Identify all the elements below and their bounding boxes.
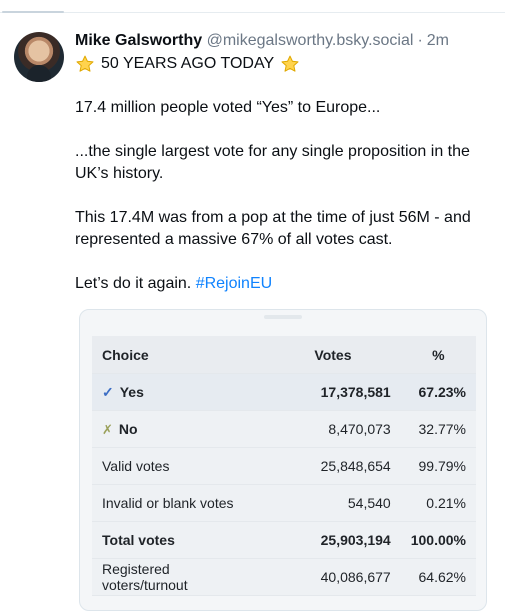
post-paragraph: ...the single largest vote for any singl… [75, 143, 470, 182]
headline-line: 50 YEARS AGO TODAY [75, 53, 495, 75]
headline-text: 50 YEARS AGO TODAY [101, 55, 275, 72]
row-pct: 64.62% [400, 558, 476, 596]
row-pct: 100.00% [400, 521, 476, 559]
row-votes: 54,540 [265, 484, 401, 522]
table-row: Invalid or blank votes 54,540 0.21% [92, 484, 476, 522]
row-label: Total votes [92, 521, 266, 559]
header-votes: Votes [265, 336, 401, 374]
star-icon [281, 55, 299, 72]
star-icon [76, 55, 94, 72]
table-row: Valid votes 25,848,654 99.79% [92, 447, 476, 485]
row-votes: 40,086,677 [265, 558, 401, 596]
tab-indicator [2, 11, 64, 13]
post-paragraph: This 17.4M was from a pop at the time of… [75, 209, 471, 248]
row-label-text: Yes [119, 383, 144, 400]
table-row: Registered voters/turnout 40,086,677 64.… [92, 558, 476, 596]
header-choice: Choice [92, 336, 266, 374]
table-row: Total votes 25,903,194 100.00% [92, 521, 476, 559]
row-label: Registered voters/turnout [92, 558, 266, 596]
row-votes: 17,378,581 [265, 373, 401, 411]
check-icon: ✓ [102, 383, 114, 400]
embedded-image[interactable]: Choice Votes % ✓ Yes 17,378,581 67.23% ✗ N… [79, 309, 487, 611]
row-votes: 25,903,194 [265, 521, 401, 559]
row-pct: 32.77% [400, 410, 476, 448]
row-pct: 67.23% [400, 373, 476, 411]
post-body: 50 YEARS AGO TODAY 17.4 million people v… [75, 53, 495, 295]
top-divider [0, 12, 505, 13]
post-paragraph: 17.4 million people voted “Yes” to Europ… [75, 99, 381, 116]
separator-dot: · [417, 32, 423, 49]
table-row: ✓ Yes 17,378,581 67.23% [92, 373, 476, 411]
author-handle[interactable]: @mikegalsworthy.bsky.social [206, 32, 414, 49]
row-votes: 25,848,654 [265, 447, 401, 485]
image-top-bar [264, 315, 302, 319]
row-label: ✗ No [92, 410, 266, 448]
post[interactable]: Mike Galsworthy @mikegalsworthy.bsky.soc… [75, 30, 495, 295]
hashtag-link[interactable]: #RejoinEU [195, 275, 273, 292]
row-label: Invalid or blank votes [92, 484, 266, 522]
row-label-text: No [118, 420, 138, 437]
post-closing: Let’s do it again. #RejoinEU [75, 273, 495, 295]
row-label: Valid votes [92, 447, 266, 485]
post-time[interactable]: 2m [426, 32, 449, 49]
avatar[interactable] [14, 32, 64, 82]
row-pct: 0.21% [400, 484, 476, 522]
author-name[interactable]: Mike Galsworthy [75, 32, 203, 49]
cross-icon: ✗ [102, 421, 113, 437]
table-row: ✗ No 8,470,073 32.77% [92, 410, 476, 448]
row-pct: 99.79% [400, 447, 476, 485]
row-votes: 8,470,073 [265, 410, 401, 448]
post-header: Mike Galsworthy @mikegalsworthy.bsky.soc… [75, 30, 495, 52]
table-header-row: Choice Votes % [92, 336, 476, 374]
results-table: Choice Votes % ✓ Yes 17,378,581 67.23% ✗ N… [92, 336, 476, 596]
closing-text: Let’s do it again. [75, 275, 192, 292]
row-label: ✓ Yes [92, 373, 266, 411]
header-pct: % [400, 336, 476, 374]
